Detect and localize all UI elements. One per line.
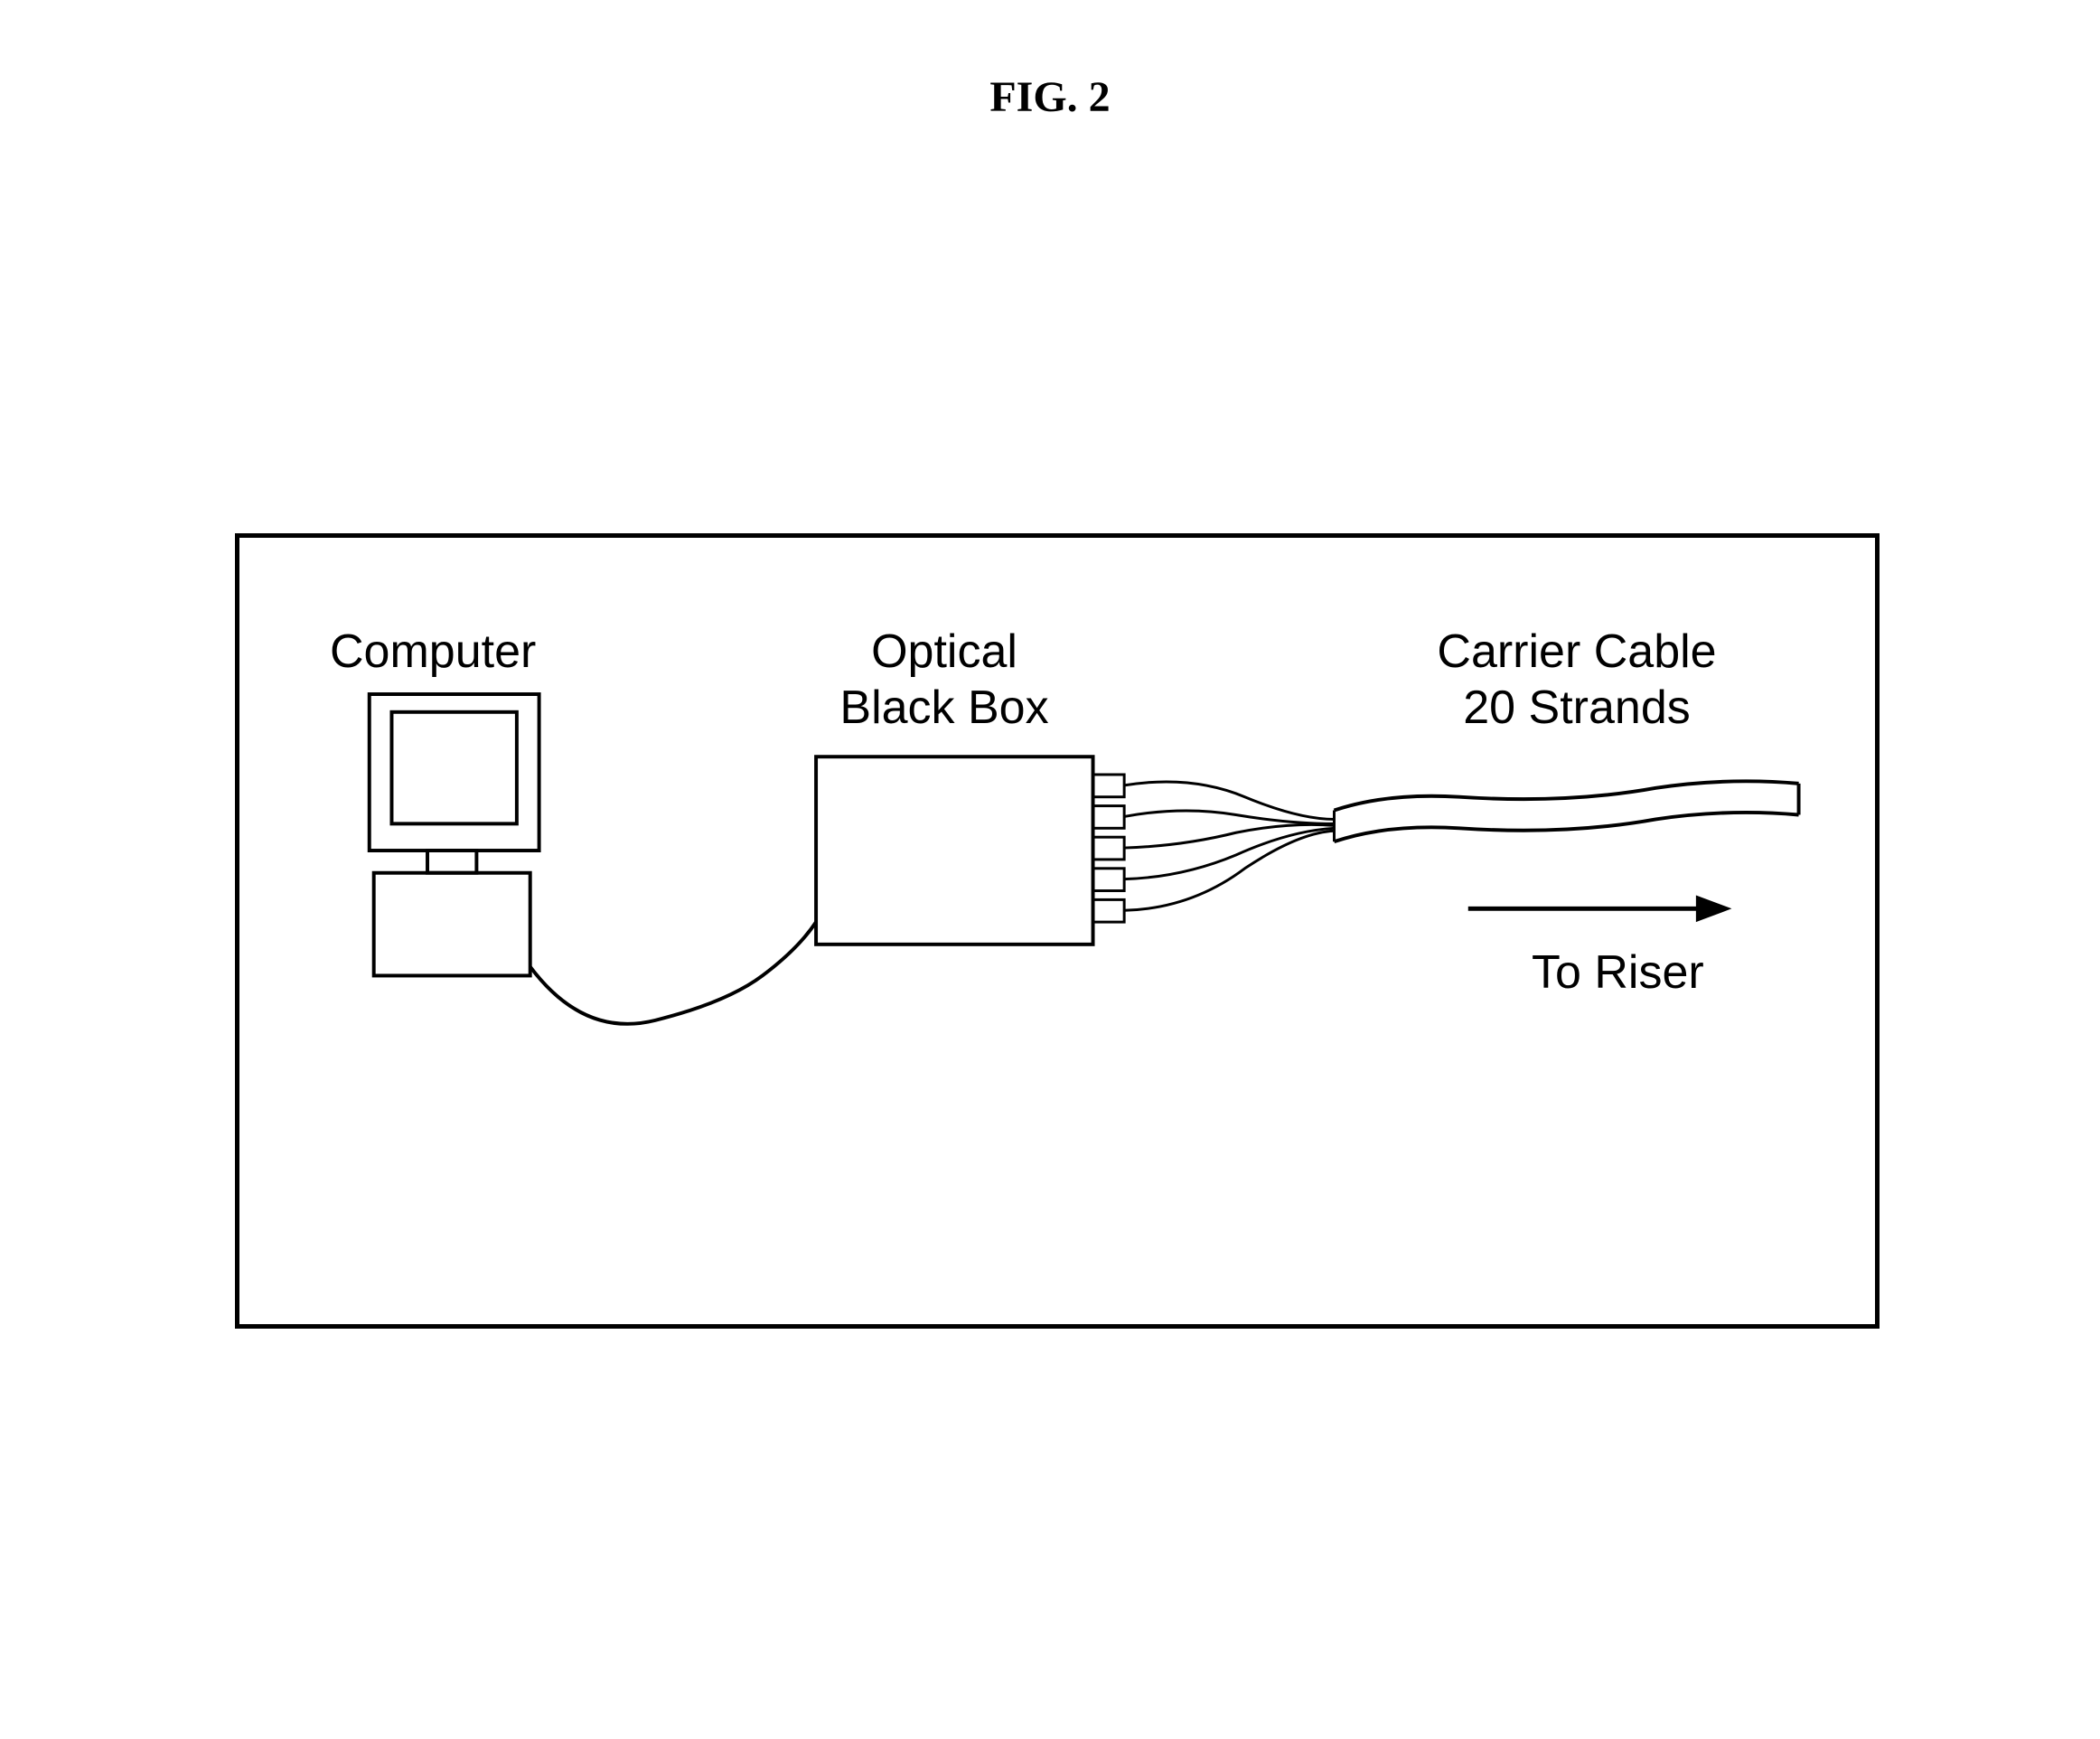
monitor-neck [427, 851, 476, 873]
monitor-outer [370, 694, 539, 851]
carrier-cable-top [1334, 781, 1798, 810]
cable-computer-to-box [530, 922, 816, 1024]
strand-2 [1124, 811, 1334, 823]
figure-title: FIG. 2 [989, 72, 1110, 122]
monitor-inner [391, 712, 516, 824]
optical-black-box [816, 757, 1092, 945]
diagram-frame: Computer Optical Black Box Carrier Cable… [235, 533, 1880, 1329]
diagram-svg [239, 538, 1875, 1324]
computer-base [374, 873, 530, 976]
strand-4 [1124, 828, 1334, 879]
strand-3 [1124, 824, 1334, 848]
port-2 [1093, 806, 1125, 829]
arrow-head-icon [1696, 895, 1732, 922]
port-3 [1093, 837, 1125, 860]
port-1 [1093, 775, 1125, 797]
carrier-cable-bottom [1334, 813, 1798, 841]
port-4 [1093, 869, 1125, 891]
strand-5 [1124, 831, 1334, 910]
port-5 [1093, 899, 1125, 922]
